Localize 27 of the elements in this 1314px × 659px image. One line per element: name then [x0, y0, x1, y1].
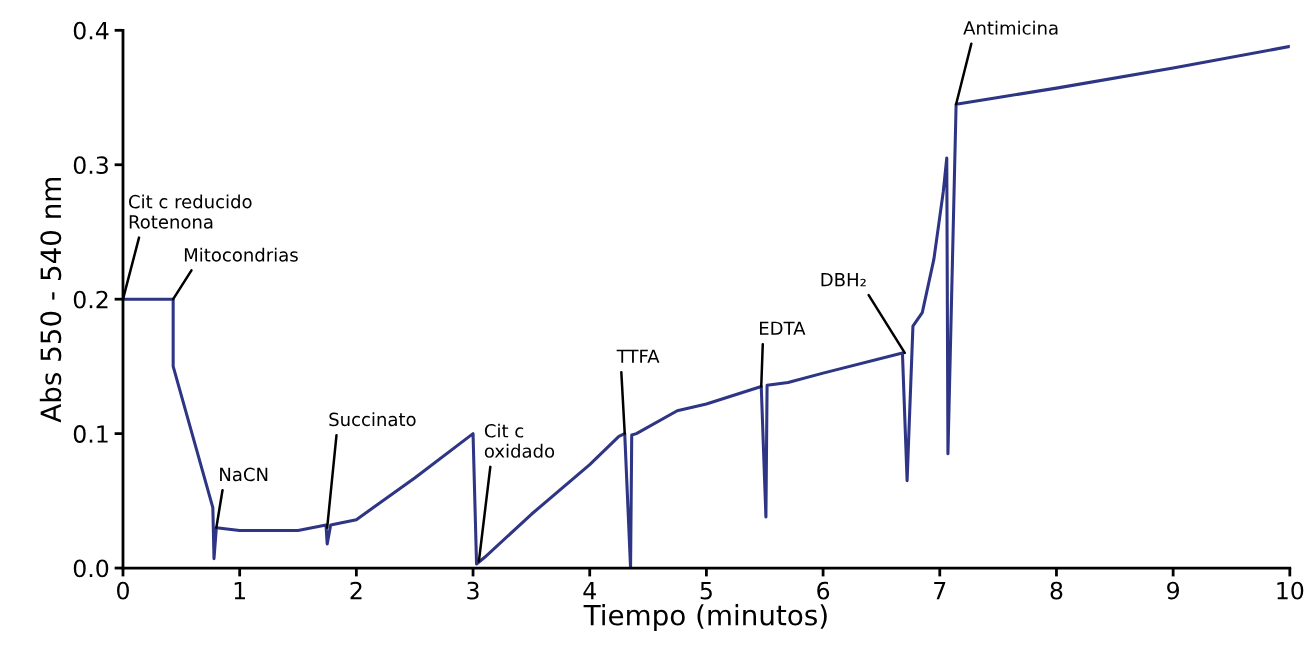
x-axis-title: Tiempo (minutos) [583, 604, 827, 631]
annotation: Cit c reducido Rotenona [129, 194, 252, 229]
annotation: EDTA [760, 321, 806, 335]
x-tick-label: 10 [1277, 581, 1304, 600]
y-tick-label: 0.2 [73, 290, 108, 309]
annotation: Antimicina [963, 20, 1058, 35]
y-tick-label: 0.3 [73, 156, 108, 175]
x-tick-label: 3 [467, 581, 479, 600]
x-tick-label: 1 [234, 581, 245, 600]
annotation: TTFA [616, 349, 660, 363]
annotation: Succinato [329, 412, 416, 427]
y-tick-label: 0.0 [73, 559, 109, 578]
x-tick-label: 9 [1167, 581, 1179, 600]
x-tick-label: 7 [934, 581, 946, 600]
x-tick-label: 8 [1050, 581, 1063, 600]
annotation: DBH₂ [821, 273, 866, 287]
annotation: Cit c oxidado [484, 423, 555, 458]
y-tick-label: 0.4 [73, 21, 109, 40]
x-tick-label: 2 [350, 581, 362, 600]
annotation: Mitocondrias [184, 247, 298, 262]
x-tick-label: 6 [817, 581, 830, 600]
x-tick-label: 5 [700, 581, 712, 600]
y-axis-title: Abs 550 - 540 nm [39, 177, 62, 423]
x-tick-label: 0 [117, 581, 129, 600]
annotation: NaCN [220, 467, 268, 482]
x-tick-label: 4 [583, 581, 596, 600]
y-tick-label: 0.1 [73, 425, 108, 443]
